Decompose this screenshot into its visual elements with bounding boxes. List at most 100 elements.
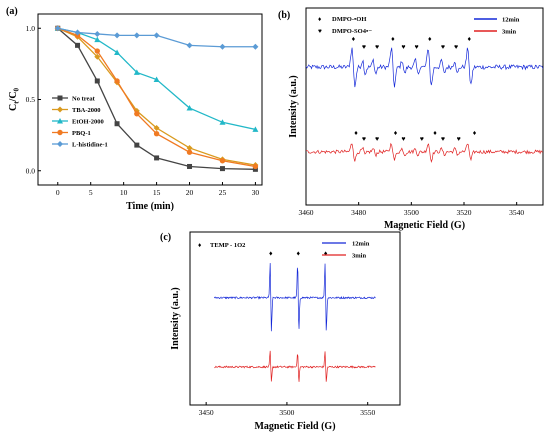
data-point-a — [219, 43, 226, 50]
data-point-a — [252, 43, 259, 50]
panel-c: (c) 3450 3500 3550 Magnetic Field (G) Intensi… — [160, 231, 401, 432]
peak-marker-heart-b: ♥ — [401, 43, 405, 51]
data-point-a — [134, 111, 140, 117]
data-point-a — [186, 144, 193, 151]
x-tick-label-a: 5 — [89, 188, 93, 197]
peak-marker-diamond-b: ♦ — [428, 35, 432, 43]
data-point-a — [153, 32, 160, 39]
peak-marker-diamond-b: ♦ — [354, 129, 358, 137]
peak-marker-heart-b: ♥ — [401, 135, 405, 143]
panel-a: (a) 0 5 10 15 20 25 30 0.0 0.5 1.0 Time (min) Ct/C0 N… — [6, 6, 263, 212]
data-point-a — [114, 121, 120, 127]
peak-marker-diamond-c: ♦ — [296, 250, 300, 258]
peak-marker-diamond-b: ♦ — [394, 129, 398, 137]
data-point-a — [187, 163, 193, 169]
plot-frame-c — [189, 231, 401, 406]
x-axis-label-a: Time (min) — [126, 201, 174, 212]
plot-frame-b — [305, 7, 544, 206]
peak-marker-heart-b: ♥ — [375, 135, 379, 143]
symbol-legend-label-b: DMPO-•OH — [332, 16, 366, 23]
x-tick-label-a: 20 — [186, 188, 194, 197]
peak-marker-diamond-b: ♦ — [473, 129, 477, 137]
data-point-a — [133, 32, 140, 39]
x-tick-label-a: 0 — [56, 188, 60, 197]
data-point-a — [219, 119, 226, 125]
peak-marker-diamond-b: ♦ — [352, 35, 356, 43]
data-point-a — [153, 76, 160, 83]
data-point-a — [54, 25, 61, 32]
data-point-a — [94, 53, 101, 60]
data-point-a — [94, 36, 101, 43]
y-axis-label-a: Ct/C0 — [8, 87, 21, 111]
panel-label-a: (a) — [6, 6, 18, 17]
peak-marker-heart-b: ♥ — [362, 43, 366, 51]
data-point-a — [252, 163, 259, 170]
data-point-a — [154, 155, 160, 161]
peak-marker-heart-b: ♥ — [441, 43, 445, 51]
legend-label-a: No treat — [72, 96, 96, 103]
symbol-legend-icon-c: ♦ — [198, 242, 202, 249]
peak-marker-diamond-c: ♦ — [324, 250, 328, 258]
x-tick-label-b: 3500 — [404, 208, 419, 217]
x-tick-label-a: 25 — [219, 188, 227, 197]
legend-marker-a — [57, 141, 63, 147]
data-point-a — [186, 149, 193, 155]
symbol-legend-icon-b: ♦ — [318, 16, 322, 23]
x-axis-label-c: Magnetic Field (G) — [254, 421, 335, 432]
legend-label-c: 12min — [352, 241, 370, 248]
data-point-a — [186, 42, 193, 49]
legend-marker-a — [57, 106, 63, 113]
x-tick-label-c: 3500 — [279, 408, 294, 417]
x-tick-label-b: 3460 — [299, 208, 314, 217]
y-tick-label-a: 0.5 — [26, 95, 36, 104]
panel-label-b: (b) — [278, 10, 290, 21]
series-a-4 — [54, 25, 259, 50]
data-point-a — [186, 105, 193, 111]
data-point-a — [219, 158, 226, 164]
y-tick-label-a: 0.0 — [26, 166, 36, 175]
data-point-a — [252, 166, 258, 172]
symbol-legend-icon-b: ♥ — [318, 28, 322, 35]
data-point-a — [94, 78, 100, 84]
legend-label-b: 12min — [502, 17, 520, 24]
data-point-a — [114, 49, 121, 55]
legend-label-b: 3min — [502, 29, 516, 36]
legend-label-a: TBA-2000 — [72, 107, 101, 114]
spectrum-line-b — [305, 142, 543, 164]
y-axis-label-c: Intensity (a.u.) — [170, 287, 181, 350]
x-tick-label-c: 3450 — [199, 408, 214, 417]
data-point-a — [133, 69, 140, 75]
data-point-a — [94, 48, 100, 54]
peak-marker-heart-b: ♥ — [441, 135, 445, 143]
data-point-a — [134, 142, 140, 148]
legend-label-a: EtOH-2000 — [72, 119, 104, 126]
x-axis-label-b: Magnetic Field (G) — [384, 220, 465, 231]
peak-marker-diamond-c: ♦ — [269, 250, 273, 258]
legend-marker-a — [57, 129, 63, 136]
legend-marker-a — [57, 95, 63, 101]
symbol-legend-label-b: DMPO-SO4•− — [332, 28, 372, 35]
panel-label-c: (c) — [160, 232, 171, 243]
spectrum-line-c — [213, 263, 376, 332]
x-tick-label-a: 10 — [120, 188, 128, 197]
peak-marker-diamond-b: ♦ — [433, 129, 437, 137]
data-point-a — [153, 125, 160, 131]
data-point-a — [114, 32, 121, 39]
legend-label-a: PBQ-1 — [72, 130, 91, 137]
peak-marker-heart-b: ♥ — [457, 135, 461, 143]
peak-marker-heart-b: ♥ — [362, 135, 366, 143]
x-tick-label-c: 3550 — [360, 408, 375, 417]
peak-marker-heart-b: ♥ — [454, 43, 458, 51]
legend-a: No treat TBA-2000 EtOH-2000 PBQ-1 L-histidin… — [52, 95, 108, 149]
x-tick-label-b: 3520 — [457, 208, 472, 217]
data-point-a — [74, 29, 81, 36]
peak-marker-heart-b: ♥ — [420, 135, 424, 143]
spectrum-line-c — [214, 350, 376, 382]
peak-marker-diamond-b: ♦ — [391, 35, 395, 43]
x-tick-label-a: 30 — [252, 188, 260, 197]
data-point-a — [94, 30, 101, 37]
peak-marker-heart-b: ♥ — [375, 43, 379, 51]
legend-label-a: L-histidine-1 — [72, 142, 108, 149]
